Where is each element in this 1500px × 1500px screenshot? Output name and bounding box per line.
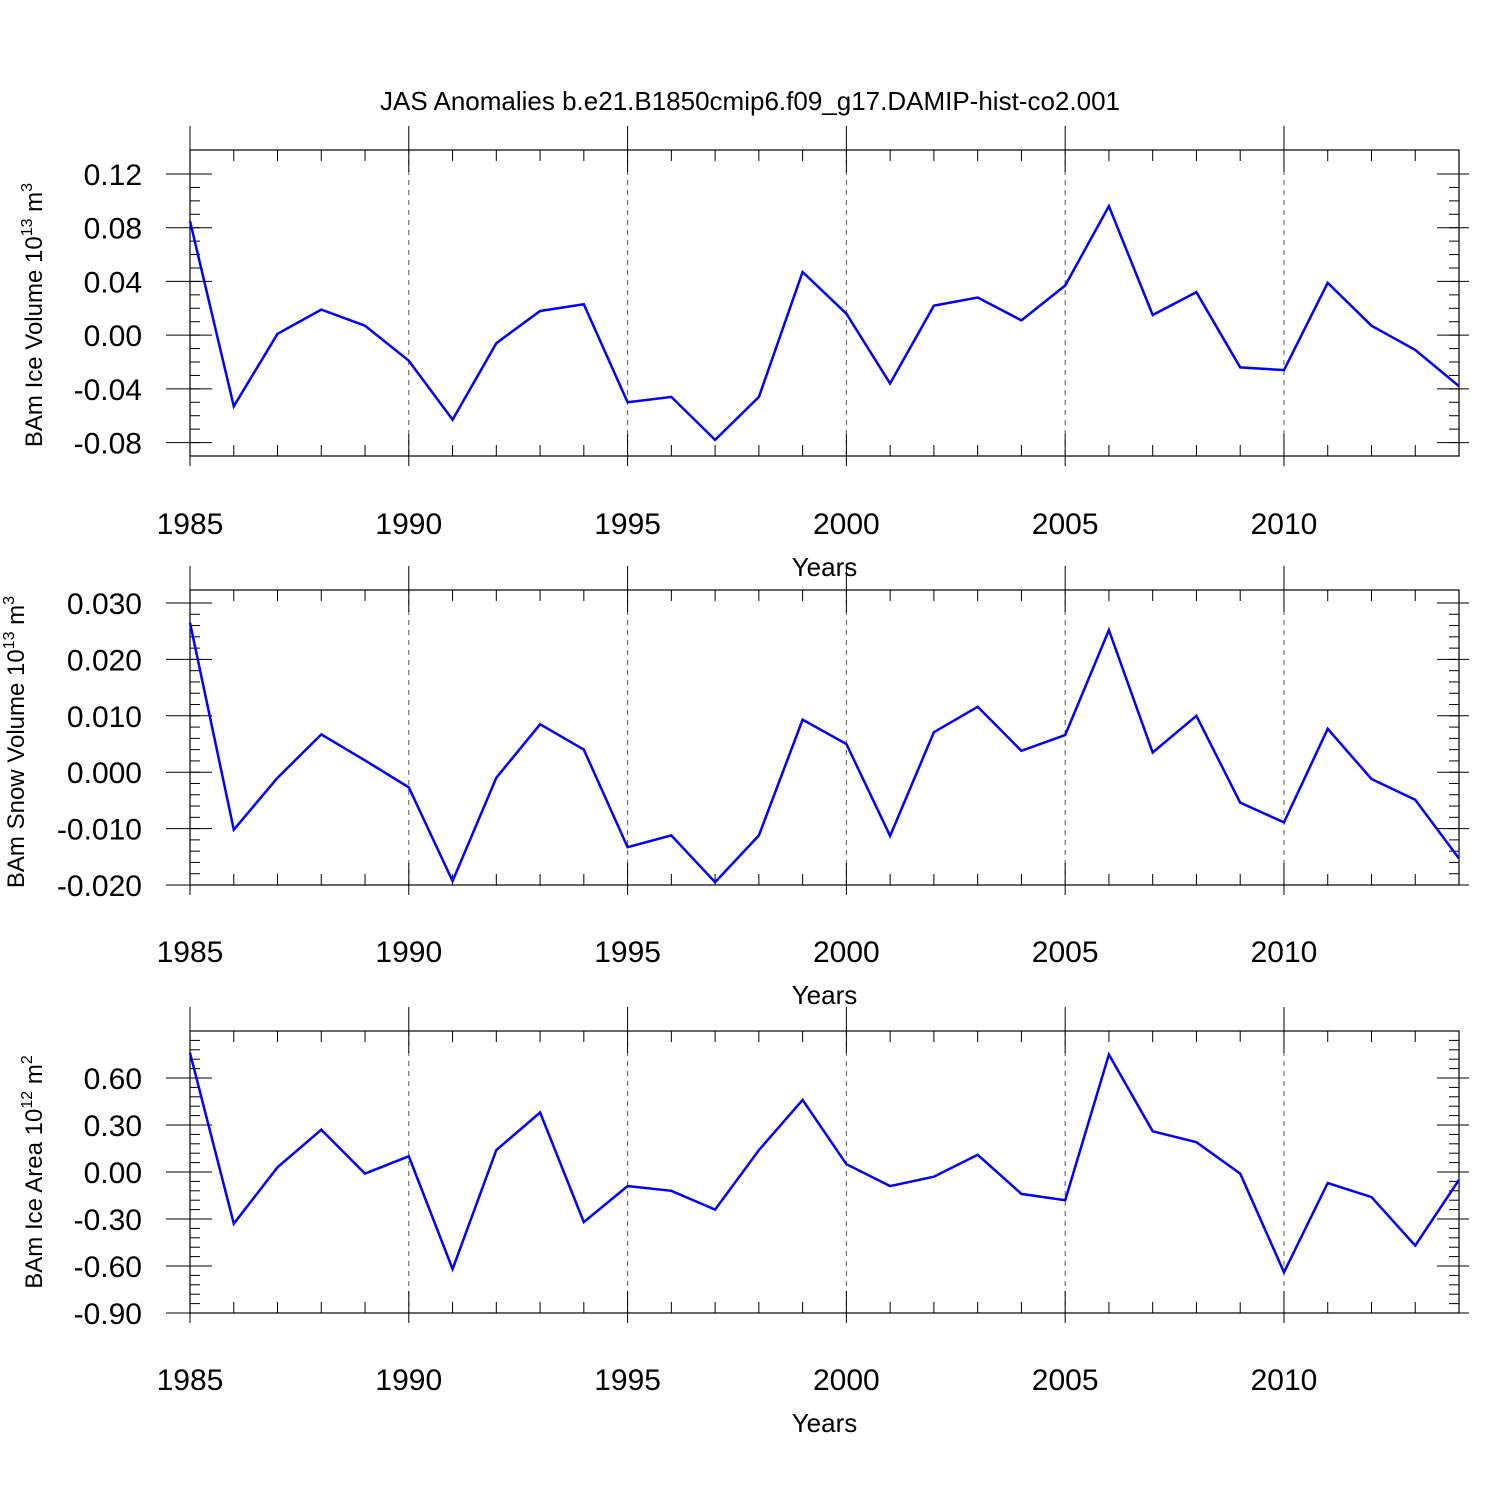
x-tick-label: 1990 bbox=[375, 1364, 442, 1397]
x-tick-label: 2005 bbox=[1032, 936, 1099, 969]
plot-frame bbox=[189, 1030, 1460, 1314]
x-tick-label: 1985 bbox=[157, 508, 224, 541]
plot-frame bbox=[189, 589, 1460, 886]
y-tick-label: -0.020 bbox=[57, 870, 142, 903]
y-tick-label: 0.08 bbox=[84, 213, 142, 246]
panel-ice-volume: 0.12 0.08 0.04 0.00 -0.04 -0.08 1985 1990 1995 20… bbox=[19, 126, 1469, 582]
x-tick-label: 2000 bbox=[813, 1364, 880, 1397]
panel-snow-volume: 0.030 0.020 0.010 0.000 -0.010 -0.020 1985 1990… bbox=[1, 566, 1469, 1010]
y-tick-label: 0.30 bbox=[84, 1110, 142, 1143]
y-tick-label: 0.000 bbox=[67, 757, 142, 790]
y-tick-label: -0.30 bbox=[74, 1204, 142, 1237]
x-tick-label: 2010 bbox=[1251, 936, 1318, 969]
x-tick-label: 2000 bbox=[813, 936, 880, 969]
plot-frame bbox=[189, 149, 1460, 457]
x-tick-label: 2010 bbox=[1251, 1364, 1318, 1397]
x-axis-label: Years bbox=[792, 552, 858, 582]
x-tick-label: 2010 bbox=[1251, 508, 1318, 541]
y-tick-label: -0.08 bbox=[74, 428, 142, 461]
x-tick-label: 1985 bbox=[157, 936, 224, 969]
y-tick-label: 0.04 bbox=[84, 266, 142, 299]
x-tick-label: 1995 bbox=[594, 1364, 661, 1397]
figure-title: JAS Anomalies b.e21.B1850cmip6.f09_g17.D… bbox=[380, 86, 1120, 116]
x-tick-label: 2000 bbox=[813, 508, 880, 541]
y-axis-label: BAm Ice Area 1012 m2 bbox=[19, 1055, 48, 1289]
y-axis-label: BAm Ice Volume 1013 m3 bbox=[19, 183, 48, 447]
x-tick-label: 1985 bbox=[157, 1364, 224, 1397]
x-tick-label: 1990 bbox=[375, 508, 442, 541]
x-tick-label: 1995 bbox=[594, 936, 661, 969]
x-tick-label: 1995 bbox=[594, 508, 661, 541]
y-tick-label: -0.010 bbox=[57, 814, 142, 847]
x-axis-label: Years bbox=[792, 980, 858, 1010]
y-tick-label: 0.12 bbox=[84, 159, 142, 192]
x-tick-label: 2005 bbox=[1032, 508, 1099, 541]
y-tick-label: -0.60 bbox=[74, 1251, 142, 1284]
y-tick-label: 0.00 bbox=[84, 320, 142, 353]
y-tick-label: -0.90 bbox=[74, 1298, 142, 1331]
y-tick-label: 0.020 bbox=[67, 644, 142, 677]
y-axis-label: BAm Snow Volume 1013 m3 bbox=[1, 596, 30, 888]
y-tick-label: -0.04 bbox=[74, 374, 142, 407]
panel-ice-area: 0.60 0.30 0.00 -0.30 -0.60 -0.90 1985 1990 1995 2… bbox=[19, 1007, 1469, 1438]
y-tick-label: 0.60 bbox=[84, 1063, 142, 1096]
x-tick-label: 1990 bbox=[375, 936, 442, 969]
y-tick-label: 0.030 bbox=[67, 588, 142, 621]
x-axis-label: Years bbox=[792, 1408, 858, 1438]
series-line bbox=[188, 622, 1461, 885]
series-line bbox=[188, 203, 1460, 442]
y-tick-label: 0.00 bbox=[84, 1157, 142, 1190]
series-line bbox=[188, 1051, 1461, 1276]
x-tick-label: 2005 bbox=[1032, 1364, 1099, 1397]
y-tick-label: 0.010 bbox=[67, 701, 142, 734]
